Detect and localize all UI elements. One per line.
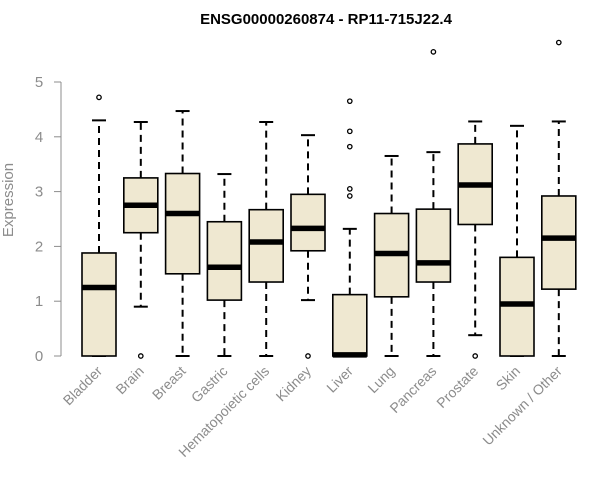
boxes-group bbox=[81, 39, 577, 359]
outlier-point bbox=[472, 353, 479, 359]
x-tick-label: Liver bbox=[323, 363, 356, 396]
iqr-box bbox=[331, 293, 368, 357]
outlier-point bbox=[346, 143, 353, 150]
x-tick-label: Prostate bbox=[433, 363, 481, 411]
outlier-point bbox=[346, 128, 353, 135]
box-gastric bbox=[206, 173, 243, 357]
iqr-box bbox=[206, 220, 243, 301]
y-tick-label: 3 bbox=[35, 184, 43, 201]
x-tick-label: Breast bbox=[149, 363, 189, 403]
iqr-box bbox=[248, 208, 284, 283]
y-axis-label: Expression bbox=[0, 163, 17, 237]
x-tick-label: Skin bbox=[493, 363, 524, 394]
outlier-point bbox=[305, 353, 311, 359]
iqr-box bbox=[164, 172, 201, 275]
box-hematopoietic-cells bbox=[248, 121, 284, 357]
box-pancreas bbox=[415, 49, 452, 357]
x-tick-label: Bladder bbox=[60, 363, 106, 409]
y-tick-label: 1 bbox=[35, 293, 43, 310]
y-axis: 0 1 2 3 4 5 bbox=[35, 74, 62, 365]
x-tick-label: Kidney bbox=[273, 363, 315, 405]
y-tick-label: 5 bbox=[35, 74, 43, 91]
outlier-point bbox=[346, 98, 353, 105]
iqr-box bbox=[540, 195, 577, 290]
box-lung bbox=[373, 154, 410, 357]
outlier-point bbox=[346, 193, 353, 199]
outlier-point bbox=[346, 186, 353, 192]
iqr-box bbox=[81, 252, 117, 357]
box-prostate bbox=[457, 120, 494, 359]
x-tick-label: Lung bbox=[364, 363, 397, 396]
chart-title: ENSG00000260874 - RP11-715J22.4 bbox=[200, 11, 453, 28]
box-unknown-other bbox=[540, 39, 577, 357]
box-skin bbox=[499, 124, 535, 357]
outlier-point bbox=[430, 49, 437, 55]
iqr-box bbox=[290, 193, 326, 252]
box-brain bbox=[123, 121, 159, 359]
box-breast bbox=[164, 110, 201, 357]
outlier-point bbox=[137, 353, 144, 359]
outlier-point bbox=[555, 39, 562, 46]
box-bladder bbox=[81, 94, 117, 357]
iqr-box bbox=[415, 208, 452, 283]
outlier-point bbox=[96, 94, 102, 101]
box-liver bbox=[331, 98, 368, 358]
y-tick-label: 4 bbox=[35, 129, 43, 146]
x-tick-label: Unknown / Other bbox=[479, 363, 565, 449]
y-tick-label: 2 bbox=[35, 238, 43, 255]
y-tick-label: 0 bbox=[35, 348, 43, 365]
box-kidney bbox=[290, 134, 326, 359]
x-tick-label: Brain bbox=[112, 363, 146, 397]
